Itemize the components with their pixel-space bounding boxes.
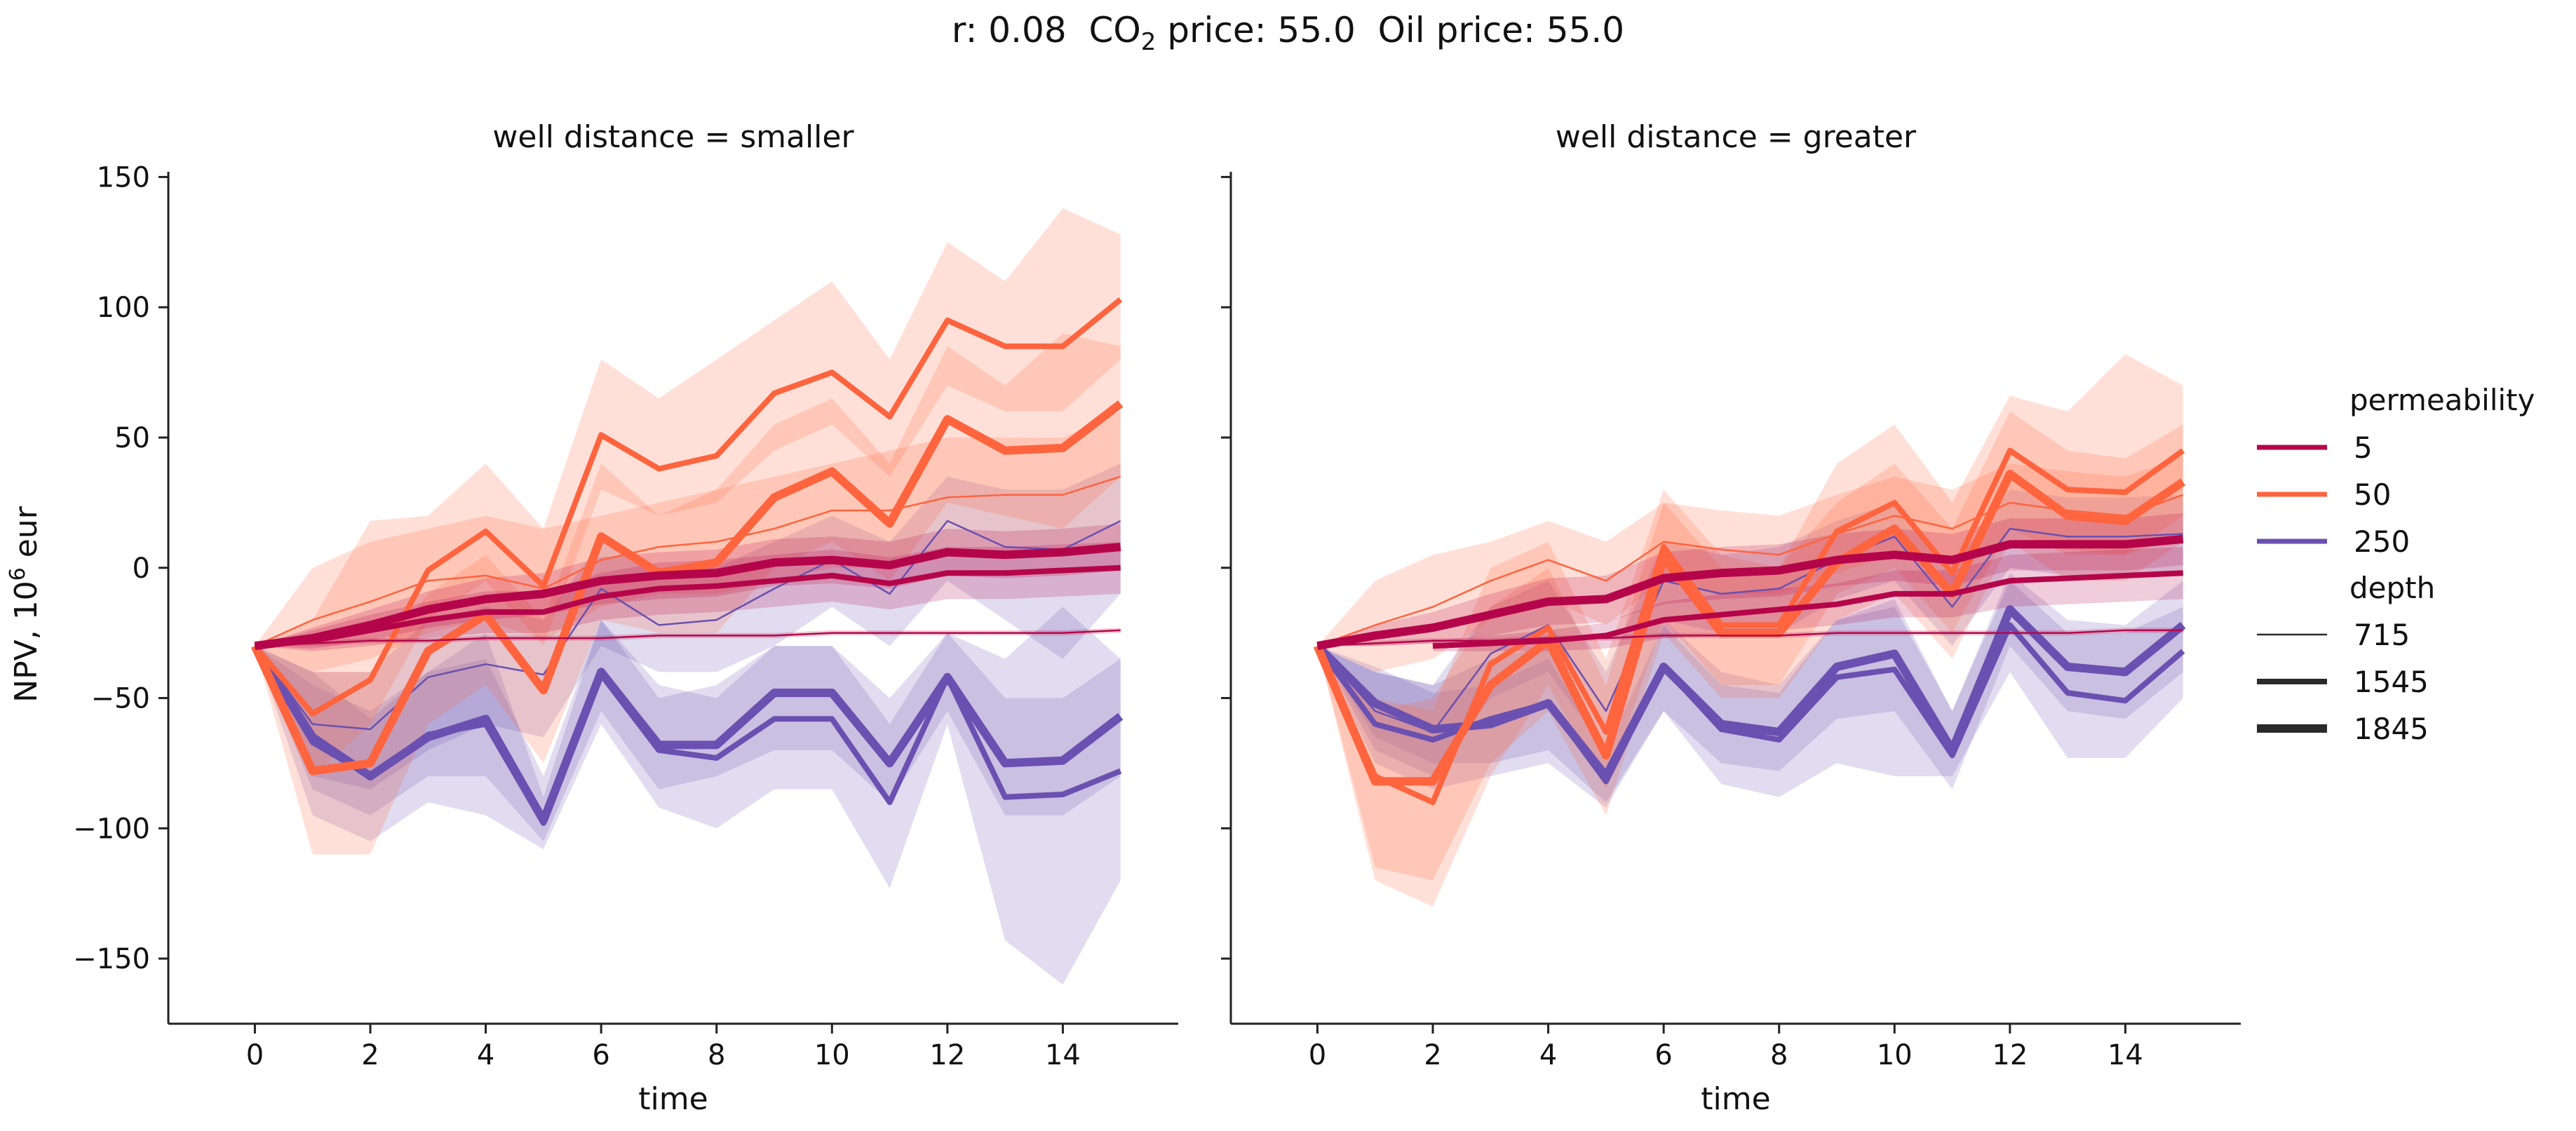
series-line-greater-perm-5-depth-715 — [1317, 629, 2183, 647]
figure-suptitle: r: 0.08 CO2 price: 55.0 Oil price: 55.0 — [0, 10, 2576, 56]
series-line-smaller-perm-5-depth-715 — [255, 629, 1121, 647]
y-axis-label: NPV, 106 eur — [6, 506, 45, 703]
ci-band-greater-perm-250-depth-1845 — [1317, 573, 2183, 803]
legend-label-permeability-250: 250 — [2354, 524, 2410, 559]
y-axis-label-sup: 6 — [6, 567, 30, 581]
series-line-smaller-perm-50-depth-715 — [254, 475, 1121, 647]
series-line-smaller-perm-5-depth-1545 — [255, 564, 1121, 649]
y-tick-label-100: 100 — [97, 292, 150, 324]
series-line-smaller-perm-50-depth-1845 — [250, 400, 1124, 776]
series-line-smaller-perm-5-depth-1845 — [254, 543, 1121, 651]
x-tick-label-smaller-10: 10 — [814, 1039, 850, 1071]
y-tick-label--100: −100 — [73, 813, 150, 845]
suptitle-oil: Oil price: 55.0 — [1377, 10, 1625, 50]
series-line-smaller-perm-250-depth-1845 — [251, 643, 1124, 825]
legend-entries: 5 50 250 715 1545 1845 — [2257, 431, 2429, 746]
lines-smaller — [250, 297, 1124, 826]
legend-label-depth-715: 715 — [2354, 618, 2410, 652]
ci-band-greater-perm-50-depth-1845 — [1317, 411, 2183, 881]
ci-band-smaller-perm-50-depth-1545 — [255, 208, 1121, 776]
x-tick-label-greater-2: 2 — [1424, 1039, 1441, 1071]
x-tick-label-greater-4: 4 — [1539, 1039, 1557, 1071]
axes-greater: 0 2 4 6 8 10 12 14 — [1221, 172, 2241, 1071]
legend-label-depth-1845: 1845 — [2354, 712, 2429, 746]
x-tick-label-greater-12: 12 — [1992, 1039, 2028, 1071]
x-tick-label-smaller-8: 8 — [708, 1039, 725, 1071]
x-tick-label-smaller-12: 12 — [929, 1039, 965, 1071]
panel-smaller: well distance = smaller 0 2 4 6 8 10 12 14 150 10… — [6, 119, 1178, 1117]
x-axis-label-smaller: time — [638, 1081, 708, 1117]
ci-band-greater-perm-50-depth-715 — [1317, 456, 2183, 672]
ci-band-smaller-perm-50-depth-715 — [255, 411, 1121, 672]
lines-greater — [1313, 447, 2186, 806]
suptitle-r: r: 0.08 — [951, 10, 1067, 50]
series-line-greater-perm-5-depth-1545 — [1432, 570, 2183, 649]
ci-band-smaller-perm-250-depth-1545 — [255, 607, 1121, 985]
legend-label-permeability-5: 5 — [2354, 431, 2373, 465]
series-line-greater-perm-250-depth-715 — [1316, 527, 2183, 733]
y-axis-label-prefix: NPV, 10 — [8, 581, 44, 703]
suptitle-co2-prefix: CO — [1088, 10, 1141, 50]
x-tick-label-greater-0: 0 — [1309, 1039, 1326, 1071]
ci-band-greater-perm-250-depth-1545 — [1317, 581, 2183, 808]
y-tick-label-50: 50 — [114, 422, 150, 454]
series-line-greater-perm-50-depth-715 — [1316, 494, 2184, 647]
ci-band-smaller-perm-50-depth-1845 — [255, 333, 1121, 855]
legend-title-depth: depth — [2349, 571, 2435, 605]
legend: permeability depth 5 50 250 715 1545 1845 — [2257, 383, 2535, 746]
x-tick-label-greater-8: 8 — [1770, 1039, 1788, 1071]
x-tick-label-smaller-0: 0 — [246, 1039, 264, 1071]
x-tick-label-greater-10: 10 — [1877, 1039, 1913, 1071]
legend-title-permeability: permeability — [2349, 383, 2535, 417]
legend-label-depth-1545: 1545 — [2354, 665, 2429, 699]
panel-title-greater: well distance = greater — [1556, 119, 1917, 155]
x-tick-label-greater-14: 14 — [2108, 1039, 2143, 1071]
legend-label-permeability-50: 50 — [2354, 478, 2391, 512]
suptitle-co2-suffix: price: 55.0 — [1156, 10, 1356, 50]
suptitle-co2-sub: 2 — [1140, 28, 1156, 56]
y-tick-label--50: −50 — [91, 683, 150, 715]
y-tick-label-150: 150 — [97, 161, 150, 194]
axes-smaller: 0 2 4 6 8 10 12 14 150 100 50 0 −50 −100 −150 — [73, 161, 1178, 1071]
x-tick-label-smaller-6: 6 — [592, 1039, 609, 1071]
x-tick-label-smaller-14: 14 — [1045, 1039, 1081, 1071]
x-tick-label-greater-6: 6 — [1654, 1039, 1672, 1071]
y-axis-label-suffix: eur — [8, 506, 44, 567]
y-tick-label-0: 0 — [133, 553, 150, 585]
panel-greater: well distance = greater 0 2 4 6 8 10 12 14 time — [1221, 119, 2241, 1117]
series-line-greater-perm-50-depth-1845 — [1313, 470, 2186, 786]
ci-band-smaller-perm-250-depth-715 — [255, 463, 1121, 790]
y-tick-label--150: −150 — [73, 943, 150, 975]
series-line-greater-perm-5-depth-1845 — [1316, 534, 2184, 651]
ci-band-smaller-perm-250-depth-1845 — [255, 620, 1121, 841]
x-axis-label-greater: time — [1701, 1081, 1770, 1117]
x-tick-label-smaller-4: 4 — [477, 1039, 494, 1071]
x-tick-label-smaller-2: 2 — [361, 1039, 379, 1071]
panel-title-smaller: well distance = smaller — [492, 119, 854, 155]
